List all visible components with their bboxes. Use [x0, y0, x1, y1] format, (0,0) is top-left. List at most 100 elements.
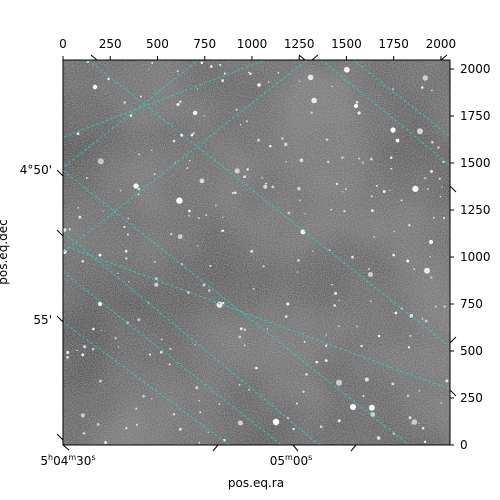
star — [421, 86, 424, 89]
star — [445, 379, 449, 383]
star — [66, 351, 70, 354]
star — [426, 187, 429, 191]
star — [222, 301, 225, 305]
star — [235, 108, 238, 111]
star — [159, 351, 163, 354]
star — [80, 413, 85, 418]
star — [392, 253, 396, 257]
star — [136, 423, 138, 426]
grid-line — [63, 60, 308, 253]
star — [422, 427, 425, 430]
star — [267, 81, 270, 83]
x-tick-label: 2000 — [426, 37, 457, 51]
star — [325, 138, 329, 141]
star — [208, 289, 211, 292]
star — [389, 156, 393, 159]
bright-star — [272, 418, 280, 426]
star — [295, 402, 299, 405]
star — [100, 329, 102, 332]
star — [305, 373, 308, 376]
y-tick-label: 1750 — [460, 109, 491, 123]
star — [150, 397, 153, 400]
star — [412, 185, 419, 193]
star — [299, 199, 302, 202]
star — [137, 193, 140, 196]
star — [78, 215, 82, 219]
star — [197, 245, 199, 247]
star — [250, 249, 254, 253]
star — [424, 176, 427, 180]
star — [186, 167, 189, 169]
grid-line — [63, 244, 450, 390]
world-tick-mark — [56, 229, 64, 237]
star — [222, 229, 225, 232]
star — [330, 208, 332, 211]
grid-line — [63, 271, 283, 445]
dec-tick-label-1: 55' — [33, 313, 52, 327]
star — [408, 416, 412, 420]
star — [367, 271, 374, 278]
star — [172, 139, 176, 143]
star — [188, 209, 191, 213]
star — [406, 259, 410, 263]
star — [358, 157, 361, 160]
star — [82, 431, 86, 435]
star — [368, 404, 375, 411]
star — [423, 440, 427, 444]
star — [187, 291, 190, 294]
bright-star — [354, 104, 358, 108]
pixel-ticks: 0 250 500 750 1000 1250 1500 1750 2000 0 250 500 750… — [59, 37, 490, 452]
star — [271, 185, 275, 189]
y-tick-label: 0 — [460, 438, 468, 452]
star — [160, 338, 163, 341]
star — [221, 79, 225, 83]
star — [192, 132, 195, 135]
star — [68, 228, 71, 231]
bright-star — [257, 83, 261, 87]
star — [319, 425, 323, 429]
star — [176, 70, 179, 73]
star — [382, 190, 386, 193]
star — [418, 389, 421, 392]
grid-line — [63, 231, 321, 445]
star — [394, 311, 398, 315]
star — [297, 259, 300, 262]
star — [302, 390, 305, 393]
star — [286, 302, 290, 306]
star — [117, 346, 120, 348]
star — [370, 412, 376, 417]
star — [263, 184, 268, 189]
world-tick-mark — [449, 185, 457, 193]
star — [188, 214, 191, 217]
star — [304, 213, 306, 215]
star — [334, 291, 338, 295]
star — [248, 72, 252, 76]
star — [207, 431, 209, 433]
star — [406, 394, 410, 398]
star — [343, 66, 350, 73]
grid-line — [63, 60, 267, 138]
star — [243, 344, 246, 347]
star — [169, 347, 172, 351]
star — [168, 363, 171, 366]
star — [127, 280, 130, 283]
star — [424, 267, 430, 274]
star — [174, 162, 176, 164]
star — [299, 158, 304, 163]
star — [438, 177, 441, 180]
star — [81, 353, 85, 357]
star — [283, 142, 288, 147]
star — [324, 359, 328, 362]
star — [343, 209, 346, 213]
star — [377, 334, 381, 338]
star — [202, 283, 206, 287]
bright-star — [98, 302, 102, 306]
star — [76, 349, 78, 352]
star — [148, 353, 152, 356]
plot-frame — [62, 59, 451, 446]
star — [125, 257, 128, 260]
star — [76, 132, 80, 135]
star — [83, 345, 87, 349]
y-tick-label: 500 — [460, 344, 483, 358]
